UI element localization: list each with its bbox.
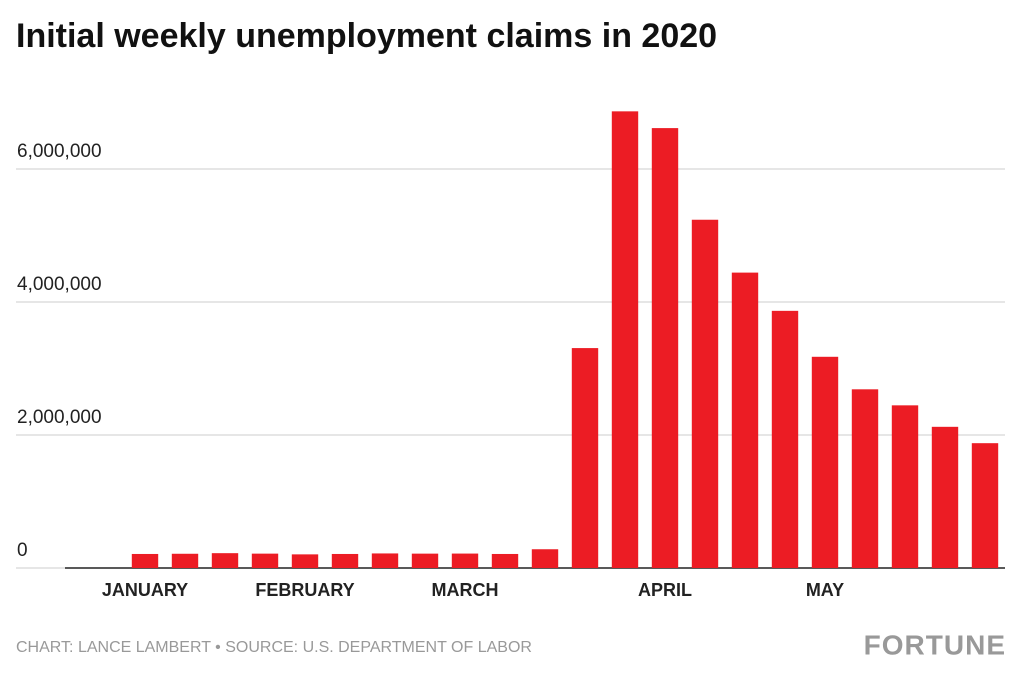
bar xyxy=(371,553,399,568)
bar xyxy=(611,111,639,569)
bar xyxy=(331,553,359,568)
y-tick-label: 4,000,000 xyxy=(17,274,102,295)
x-tick-label: MAY xyxy=(806,580,844,600)
bar xyxy=(571,348,599,568)
x-tick-label: FEBRUARY xyxy=(255,580,354,600)
bar xyxy=(211,553,239,568)
bar xyxy=(531,549,559,568)
x-tick-label: APRIL xyxy=(638,580,692,600)
bar xyxy=(411,553,439,568)
bar xyxy=(131,553,159,568)
y-tick-label: 6,000,000 xyxy=(17,141,102,162)
bar xyxy=(491,553,519,568)
bar xyxy=(291,554,319,568)
bar xyxy=(891,405,919,568)
bar xyxy=(771,310,799,568)
bar xyxy=(451,553,479,568)
bar xyxy=(691,219,719,568)
x-tick-label: MARCH xyxy=(432,580,499,600)
bar xyxy=(931,426,959,568)
bar xyxy=(731,272,759,568)
chart-title: Initial weekly unemployment claims in 20… xyxy=(16,17,717,55)
bar xyxy=(171,553,199,568)
bar xyxy=(651,128,679,569)
x-tick-label: JANUARY xyxy=(102,580,188,600)
bar xyxy=(971,443,999,568)
y-tick-label: 2,000,000 xyxy=(17,407,102,428)
bar xyxy=(251,553,279,568)
bar xyxy=(811,356,839,568)
bar xyxy=(851,389,879,568)
y-tick-label: 0 xyxy=(17,540,28,561)
brand-logo: FORTUNE xyxy=(864,629,1006,660)
source-note: CHART: LANCE LAMBERT • SOURCE: U.S. DEPA… xyxy=(16,639,532,656)
